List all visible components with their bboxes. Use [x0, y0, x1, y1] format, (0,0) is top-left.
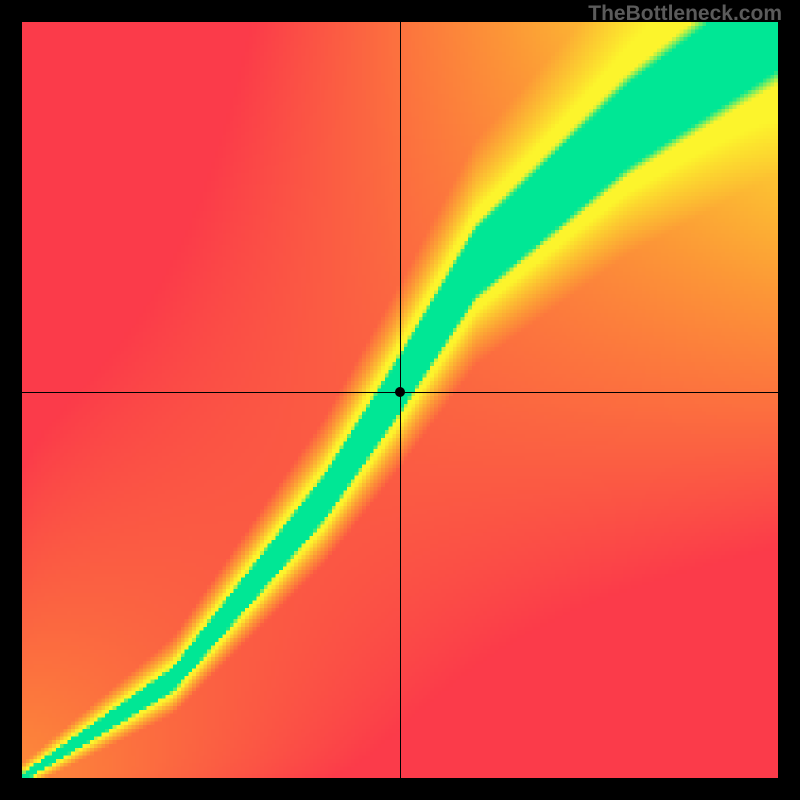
crosshair-vertical: [400, 22, 401, 778]
watermark-text: TheBottleneck.com: [588, 2, 782, 26]
